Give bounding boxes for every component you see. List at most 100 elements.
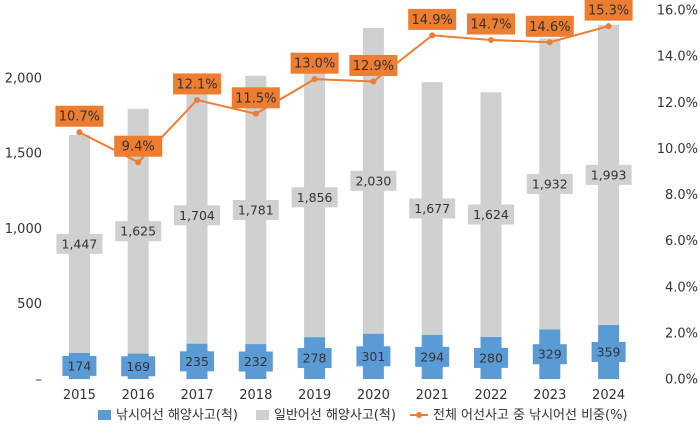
label-fishing-share-2017-box — [173, 73, 221, 95]
label-fishing-share-2023-box — [525, 15, 574, 37]
label-fishing-boat-2016: 169 — [126, 359, 150, 374]
y-left-tick-0: – — [36, 373, 43, 388]
label-general-boat-2019-box — [291, 187, 338, 208]
label-general-boat-2021-box — [409, 198, 456, 219]
point-fishing-share-2016 — [135, 159, 142, 166]
x-tick-2019: 2019 — [298, 388, 331, 403]
y-left-tick-2000: 2,000 — [5, 71, 42, 86]
label-fishing-boat-2017-box — [180, 351, 214, 372]
y-right-tick-0: 0.0% — [665, 373, 698, 388]
point-fishing-share-2017 — [194, 96, 200, 103]
label-general-boat-2018-box — [232, 199, 279, 220]
label-fishing-boat-2015: 174 — [67, 358, 91, 373]
label-fishing-boat-2020: 301 — [361, 349, 385, 364]
x-tick-2022: 2022 — [474, 388, 507, 403]
y-right-tick-14: 14.0% — [657, 50, 698, 65]
legend-label-fishing-share: 전체 어선사고 중 낚시어선 비중(%) — [433, 408, 628, 423]
label-general-boat-2018: 1,781 — [238, 202, 274, 217]
y-left-tick-500: 500 — [17, 297, 42, 312]
label-fishing-share-2020: 12.9% — [353, 59, 394, 74]
point-fishing-share-2022 — [488, 36, 494, 43]
point-fishing-share-2015 — [76, 129, 83, 136]
label-fishing-share-2024: 15.3% — [588, 4, 629, 19]
label-fishing-boat-2020-box — [356, 346, 391, 367]
label-general-boat-2017: 1,704 — [179, 208, 215, 223]
legend-swatch-general-boat — [256, 410, 269, 420]
legend-label-general-boat: 일반어선 해양사고(척) — [274, 408, 396, 423]
point-fishing-share-2023 — [546, 39, 553, 46]
label-general-boat-2023: 1,932 — [532, 176, 568, 191]
label-general-boat-2021: 1,677 — [414, 201, 450, 216]
label-fishing-share-2024-box — [584, 0, 633, 21]
label-general-boat-2017-box — [174, 205, 220, 226]
label-fishing-share-2022-box — [467, 13, 515, 35]
label-fishing-share-2018-box — [231, 87, 280, 109]
label-fishing-boat-2022-box — [474, 347, 508, 368]
label-fishing-boat-2021: 294 — [420, 349, 444, 364]
legend-marker-fishing-share — [416, 412, 422, 418]
label-fishing-share-2017: 12.1% — [176, 77, 217, 92]
label-general-boat-2016-box — [115, 221, 162, 242]
label-general-boat-2015: 1,447 — [62, 236, 98, 251]
label-general-boat-2023-box — [526, 173, 573, 194]
point-fishing-share-2018 — [252, 110, 259, 117]
point-fishing-share-2019 — [311, 76, 318, 83]
label-fishing-share-2021-box — [408, 8, 457, 30]
label-fishing-boat-2015-box — [62, 355, 97, 376]
x-tick-2018: 2018 — [239, 388, 272, 403]
label-fishing-boat-2016-box — [121, 356, 156, 377]
label-fishing-share-2022: 14.7% — [470, 17, 511, 32]
label-fishing-boat-2018-box — [238, 351, 273, 372]
label-fishing-share-2020-box — [349, 54, 398, 76]
y-right-tick-2: 2.0% — [665, 326, 698, 341]
y-right-tick-6: 6.0% — [665, 234, 698, 249]
label-fishing-share-2016: 9.4% — [122, 140, 155, 155]
y-right-tick-8: 8.0% — [665, 188, 698, 203]
label-fishing-boat-2018: 232 — [244, 354, 268, 369]
label-general-boat-2020-box — [350, 170, 397, 191]
x-tick-2024: 2024 — [592, 388, 625, 403]
legend-swatch-fishing-boat — [98, 410, 111, 420]
label-general-boat-2016: 1,625 — [120, 224, 156, 239]
y-right-tick-16: 16.0% — [657, 4, 698, 19]
y-right-tick-4: 4.0% — [665, 280, 698, 295]
line-fishing-share — [78, 25, 609, 164]
point-fishing-share-2020 — [370, 78, 377, 85]
label-fishing-share-2019-box — [290, 52, 339, 74]
label-general-boat-2020: 2,030 — [356, 173, 392, 188]
label-general-boat-2015-box — [56, 233, 103, 254]
label-general-boat-2024-box — [585, 164, 632, 185]
label-fishing-share-2015-box — [55, 105, 104, 127]
x-tick-2023: 2023 — [533, 388, 566, 403]
point-fishing-share-2024 — [605, 23, 612, 30]
label-fishing-boat-2019: 278 — [303, 351, 327, 366]
y-left-tick-1500: 1,500 — [5, 147, 42, 162]
label-general-boat-2022-box — [468, 204, 514, 225]
x-tick-2015: 2015 — [63, 388, 96, 403]
label-fishing-share-2016-box — [114, 135, 163, 157]
label-fishing-boat-2024-box — [591, 341, 626, 362]
label-general-boat-2024: 1,993 — [591, 167, 627, 182]
label-fishing-boat-2024: 359 — [597, 344, 621, 359]
label-fishing-boat-2023-box — [532, 344, 567, 365]
label-fishing-share-2021: 14.9% — [412, 13, 453, 28]
label-fishing-boat-2017: 235 — [185, 354, 209, 369]
x-tick-2017: 2017 — [180, 388, 213, 403]
x-tick-2021: 2021 — [416, 388, 449, 403]
label-fishing-share-2015: 10.7% — [59, 110, 100, 125]
point-fishing-share-2021 — [429, 32, 436, 39]
legend-label-fishing-boat: 낚시어선 해양사고(척) — [116, 408, 238, 423]
label-general-boat-2022: 1,624 — [473, 207, 509, 222]
label-fishing-boat-2023: 329 — [538, 347, 562, 362]
label-fishing-share-2023: 14.6% — [529, 20, 570, 35]
x-tick-2020: 2020 — [357, 388, 390, 403]
label-fishing-boat-2021-box — [415, 346, 450, 367]
label-fishing-share-2018: 11.5% — [235, 91, 276, 106]
label-general-boat-2019: 1,856 — [297, 190, 333, 205]
y-left-tick-1000: 1,000 — [5, 222, 42, 237]
x-tick-2016: 2016 — [122, 388, 155, 403]
label-fishing-boat-2019-box — [297, 348, 332, 369]
label-fishing-boat-2022: 280 — [479, 350, 503, 365]
